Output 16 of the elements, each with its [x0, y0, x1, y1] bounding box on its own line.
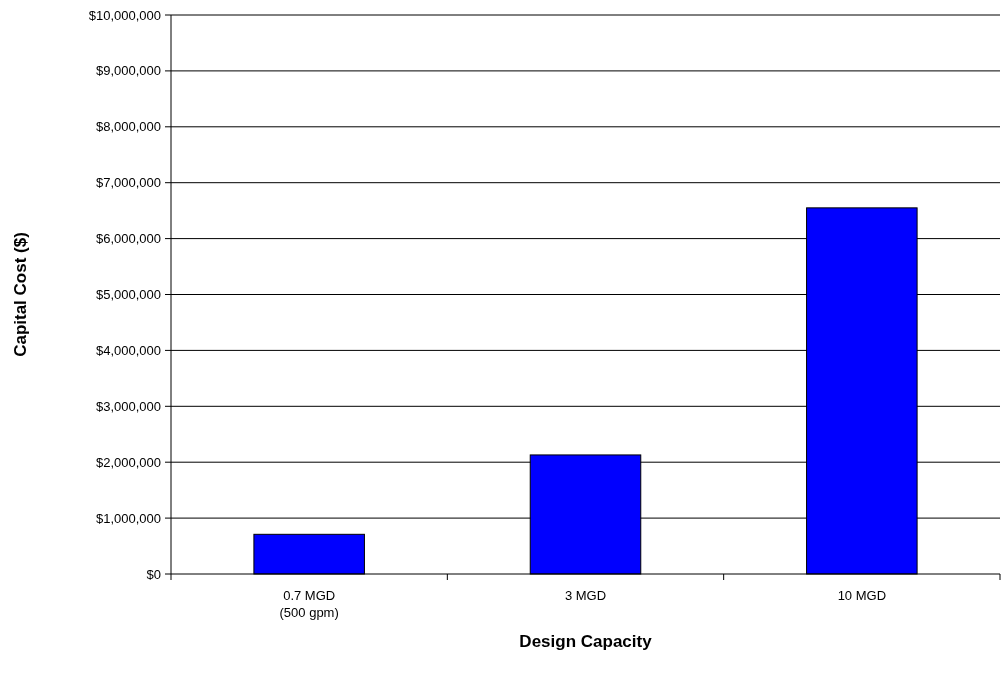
y-tick-label: $10,000,000 — [88, 7, 161, 23]
y-tick-label: $2,000,000 — [95, 454, 161, 470]
y-axis-title: Capital Cost ($) — [11, 232, 30, 357]
y-tick-label: $7,000,000 — [95, 175, 161, 191]
x-tick-label: 3 MGD — [564, 588, 607, 603]
x-tick-label: 0.7 MGD (500 gpm) — [279, 588, 339, 620]
y-tick-label: $3,000,000 — [95, 398, 161, 414]
x-tick-label: 10 MGD — [837, 588, 887, 603]
y-tick-label: $4,000,000 — [95, 342, 161, 358]
x-axis-title: Design Capacity — [519, 632, 653, 651]
y-tick-label: $5,000,000 — [95, 287, 161, 303]
y-tick-label: $1,000,000 — [95, 510, 161, 526]
y-tick-label: $0 — [146, 566, 161, 582]
y-tick-label: $9,000,000 — [95, 63, 161, 79]
y-tick-label: $8,000,000 — [95, 119, 161, 135]
y-tick-label: $6,000,000 — [95, 231, 161, 247]
